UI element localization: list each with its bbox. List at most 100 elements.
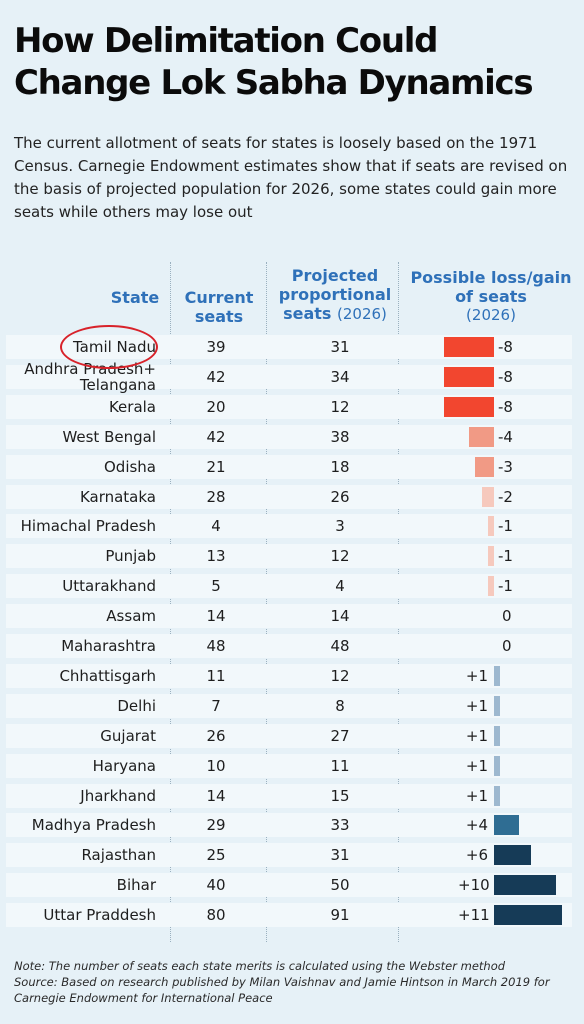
table-row: Himachal Pradesh 4 3 -1 (6, 514, 572, 539)
title-line-1: How Delimitation Could (14, 21, 438, 61)
change-label: +1 (465, 756, 488, 775)
current-seats: 28 (206, 487, 226, 506)
change-label: -1 (498, 517, 513, 536)
projected-seats: 31 (330, 338, 350, 356)
table-row: Maharashtra 48 48 0 (6, 634, 572, 658)
state-name: Maharashtra (61, 637, 156, 655)
state-name: Karnataka (79, 487, 156, 506)
change-label: -2 (498, 487, 513, 506)
state-name: West Bengal (62, 427, 156, 446)
state-name: Bihar (116, 876, 156, 895)
state-name: Delhi (117, 696, 156, 715)
change-label: -8 (498, 367, 513, 386)
page-title: How Delimitation Could Change Lok Sabha … (14, 20, 574, 104)
table-row: Andhra Pradesh+ Telangana 42 34 -8 (6, 361, 572, 393)
current-seats: 10 (206, 756, 226, 775)
state-name: Punjab (105, 547, 156, 566)
state-name: Haryana (92, 756, 156, 775)
current-seats: 42 (206, 427, 226, 446)
divider-2 (266, 262, 267, 942)
header-projected-year: (2026) (337, 305, 387, 323)
change-label: +4 (465, 816, 488, 835)
current-seats: 26 (206, 726, 226, 745)
change-label: +1 (465, 666, 488, 685)
gain-bar (494, 845, 532, 866)
loss-bar (487, 576, 494, 597)
state-name: Himachal Pradesh (20, 517, 156, 536)
projected-seats: 48 (330, 637, 350, 655)
loss-bar (444, 337, 494, 357)
state-name: Jharkhand (80, 786, 156, 805)
table-row: Jharkhand 14 15 +1 (6, 783, 572, 808)
table-row: Gujarat 26 27 +1 (6, 723, 572, 748)
title-line-2: Change Lok Sabha Dynamics (14, 63, 534, 103)
header-projected-line3: seats (283, 304, 332, 323)
current-seats: 4 (211, 517, 221, 536)
change-label: +10 (458, 876, 490, 895)
current-seats: 14 (206, 607, 226, 626)
divider-3 (398, 262, 399, 942)
current-seats: 40 (206, 876, 226, 895)
gain-bar (494, 905, 563, 926)
change-label: +1 (465, 786, 488, 805)
change-label: +11 (458, 906, 490, 925)
table-row: Odisha 21 18 -3 (6, 454, 572, 479)
divider-1 (170, 262, 171, 942)
loss-bar (469, 426, 494, 447)
current-seats: 29 (206, 816, 226, 835)
current-seats: 25 (206, 846, 226, 865)
projected-seats: 33 (330, 816, 350, 835)
subtitle: The current allotment of seats for state… (14, 134, 568, 221)
current-seats: 7 (211, 696, 221, 715)
projected-seats: 38 (330, 427, 350, 446)
header-current-line2: seats (194, 307, 244, 326)
table-row: West Bengal 42 38 -4 (6, 424, 572, 449)
gain-bar (494, 815, 519, 836)
gain-bar (494, 725, 500, 746)
gain-bar (494, 875, 556, 896)
table-row: Chhattisgarh 11 12 +1 (6, 663, 572, 688)
header-change-line2: of seats (455, 287, 527, 306)
header-current-line1: Current (184, 288, 254, 307)
current-seats: 42 (206, 367, 226, 386)
state-name: Kerala (108, 397, 156, 416)
current-seats: 13 (206, 547, 226, 566)
projected-seats: 34 (330, 367, 350, 386)
projected-seats: 4 (335, 577, 345, 596)
change-label: +1 (465, 696, 488, 715)
state-name: Madhya Pradesh (31, 816, 156, 835)
projected-seats: 8 (335, 696, 345, 715)
notes: Note: The number of seats each state mer… (14, 958, 574, 1006)
table-row: Bihar 40 50 +10 (6, 873, 572, 898)
table-row: Assam 14 14 0 (6, 604, 572, 629)
projected-seats: 11 (330, 756, 350, 775)
state-name: Uttar Praddesh (43, 906, 156, 925)
loss-bar (487, 546, 494, 567)
current-seats: 11 (206, 666, 226, 685)
loss-bar (444, 396, 494, 417)
source-text: Source: Based on research published by M… (14, 975, 550, 1005)
state-name: Odisha (103, 457, 156, 476)
projected-seats: 26 (330, 487, 350, 506)
loss-bar (481, 486, 494, 507)
projected-seats: 12 (330, 397, 350, 416)
current-seats: 48 (206, 637, 226, 655)
note-text: Note: The number of seats each state mer… (14, 959, 506, 973)
header-change: Possible loss/gain of seats (2026) (400, 268, 582, 325)
state-name: Assam (106, 607, 156, 626)
table-row: Haryana 10 11 +1 (6, 753, 572, 778)
gain-bar (494, 785, 500, 806)
state-name: Gujarat (100, 726, 156, 745)
change-label: 0 (502, 607, 512, 626)
header-change-year: (2026) (466, 306, 516, 324)
current-seats: 5 (211, 577, 221, 596)
change-label: -8 (498, 338, 513, 356)
current-seats: 20 (206, 397, 226, 416)
state-name: Uttarakhand (62, 577, 156, 596)
change-label: +1 (465, 726, 488, 745)
loss-bar (444, 366, 494, 387)
current-seats: 21 (206, 457, 226, 476)
loss-bar (475, 456, 494, 477)
change-label: -3 (498, 457, 513, 476)
change-label: -8 (498, 397, 513, 416)
